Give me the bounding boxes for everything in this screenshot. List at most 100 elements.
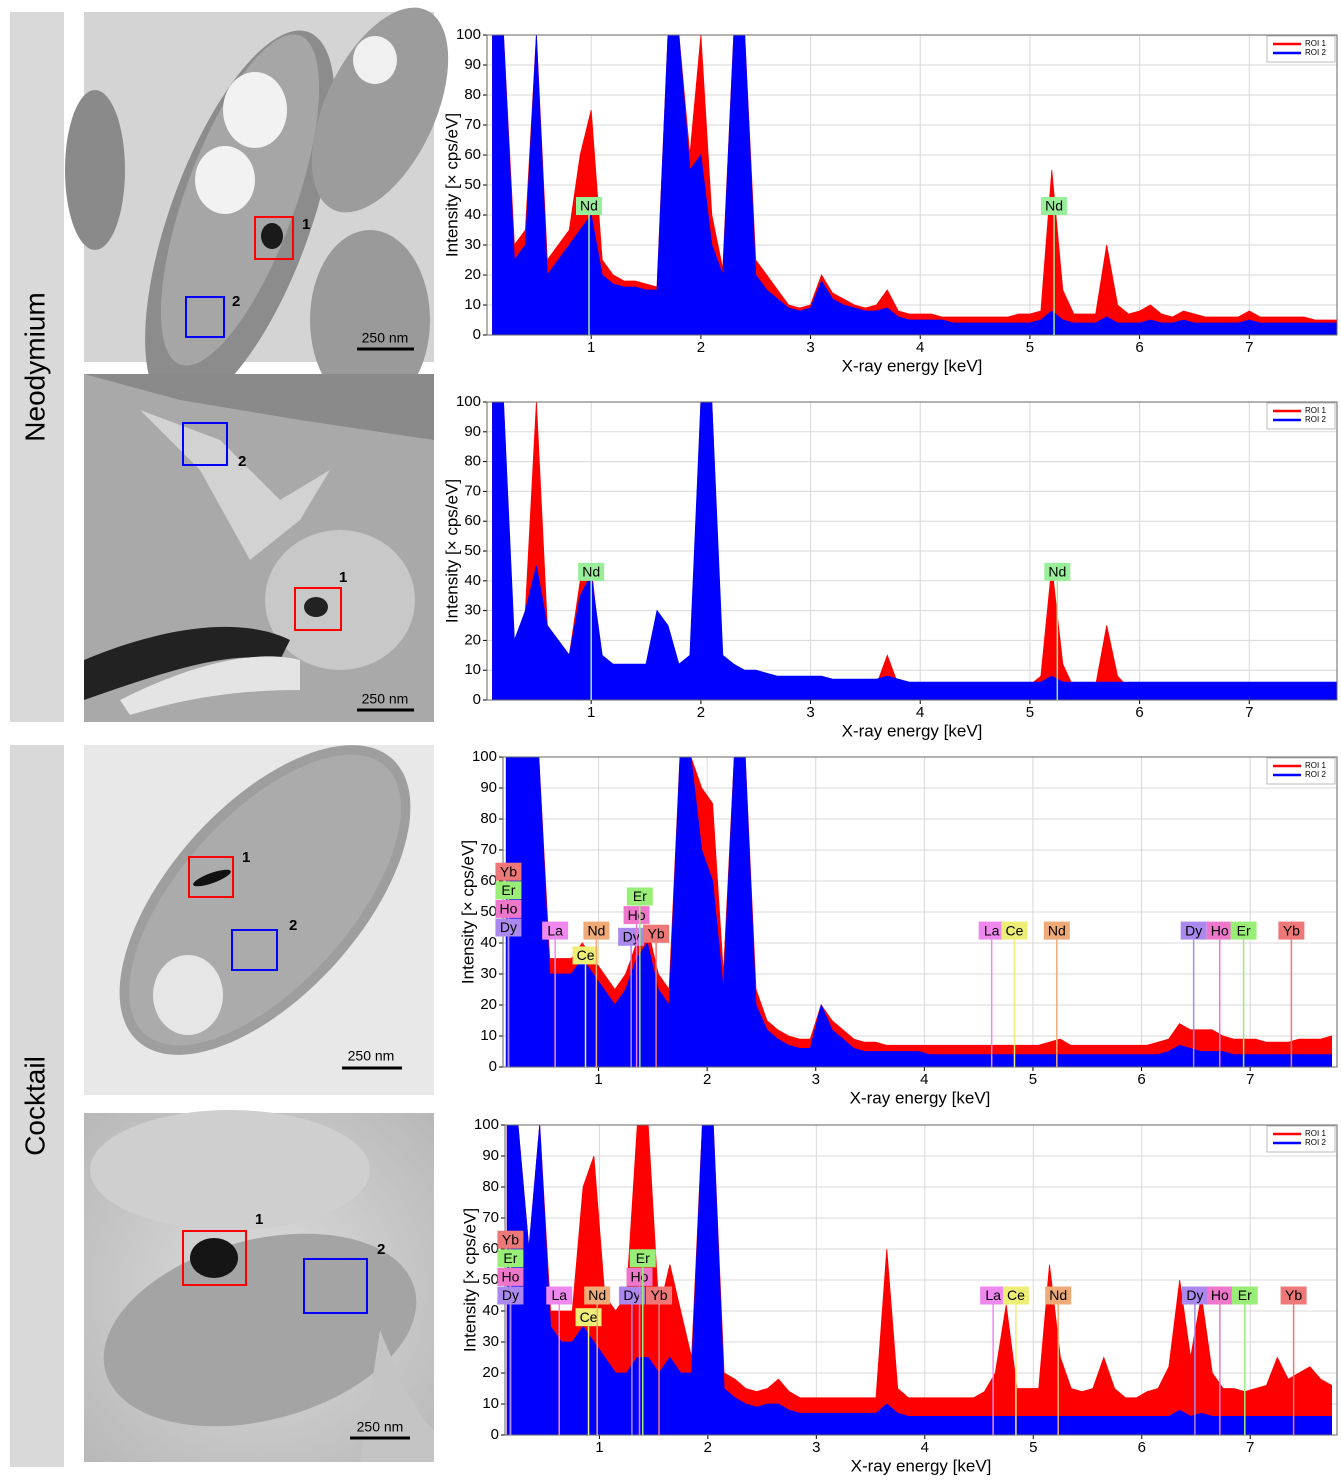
element-tag: [1206, 1286, 1233, 1305]
y-tick-label: 20: [480, 996, 497, 1013]
element-label: Er: [503, 1250, 517, 1266]
element-label: Ho: [1211, 1287, 1229, 1303]
y-axis-label: Intensity [× cps/eV]: [442, 113, 461, 257]
y-tick-label: 100: [456, 26, 481, 43]
roi-label: 1: [339, 569, 347, 586]
element-tag: [629, 1249, 656, 1268]
element-tag: [978, 921, 1005, 940]
micrograph: [84, 374, 434, 722]
x-tick-label: 7: [1246, 1439, 1254, 1456]
x-tick-label: 4: [916, 339, 924, 356]
legend-label: ROI 2: [1305, 48, 1326, 57]
x-tick-label: 1: [594, 1071, 602, 1088]
y-tick-label: 80: [480, 810, 497, 827]
x-tick-label: 7: [1245, 339, 1253, 356]
y-tick-label: 80: [464, 86, 481, 103]
element-label: Nd: [1049, 1287, 1067, 1303]
micrograph: [65, 7, 449, 410]
element-tag: [1044, 562, 1071, 581]
element-tag: [623, 906, 650, 925]
roi-label: 2: [377, 1241, 385, 1258]
element-tag: [495, 918, 522, 937]
element-tag: [1180, 921, 1207, 940]
element-label: Yb: [1285, 1287, 1302, 1303]
y-tick-label: 50: [482, 1271, 499, 1288]
element-label: Dy: [623, 1287, 640, 1303]
element-label: Er: [1238, 1287, 1252, 1303]
y-tick-label: 90: [480, 779, 497, 796]
x-tick-label: 3: [812, 1071, 820, 1088]
element-label: Ce: [577, 947, 595, 963]
y-tick-label: 20: [464, 631, 481, 648]
roi-label: 1: [255, 1211, 263, 1228]
spectrum-area: [492, 402, 1337, 700]
scale-bar-label: 250 nm: [362, 330, 409, 346]
y-tick-label: 90: [464, 56, 481, 73]
x-tick-label: 5: [1029, 1071, 1037, 1088]
y-tick-label: 10: [480, 1027, 497, 1044]
x-tick-label: 5: [1026, 704, 1034, 721]
y-tick-label: 20: [464, 266, 481, 283]
legend-box: [1266, 757, 1336, 785]
y-tick-label: 0: [473, 691, 481, 708]
micrograph: [84, 745, 434, 1095]
element-label: Er: [633, 888, 647, 904]
y-tick-label: 50: [464, 542, 481, 559]
element-tag: [618, 927, 645, 946]
y-tick-label: 100: [474, 1116, 499, 1133]
y-tick-label: 80: [482, 1178, 499, 1195]
legend-label: ROI 2: [1305, 1138, 1326, 1147]
chart: 0 10 20 30 40 50 60 70 80 90 100 1 2 3 4 5 6 7 X-ray energ…: [442, 26, 1338, 375]
element-tag: [495, 881, 522, 900]
x-tick-label: 6: [1135, 339, 1143, 356]
y-tick-label: 50: [464, 176, 481, 193]
element-label: Ho: [1211, 922, 1229, 938]
element-label: Ce: [1007, 1287, 1025, 1303]
element-label: Dy: [502, 1287, 519, 1303]
y-tick-label: 0: [473, 326, 481, 343]
element-tag: [578, 562, 605, 581]
element-label: Yb: [502, 1231, 519, 1247]
plot: [492, 35, 1337, 335]
legend-label: ROI 1: [1305, 39, 1326, 48]
legend-box: [1266, 402, 1336, 430]
element-label: Ho: [628, 907, 646, 923]
y-tick-label: 20: [482, 1364, 499, 1381]
x-tick-label: 6: [1135, 704, 1143, 721]
group-bar: [10, 12, 64, 722]
y-tick-label: 50: [480, 903, 497, 920]
x-tick-label: 1: [587, 704, 595, 721]
plot-frame: [486, 34, 1338, 336]
x-tick-label: 6: [1137, 1071, 1145, 1088]
element-tag: [583, 921, 610, 940]
element-label: Dy: [500, 919, 517, 935]
y-tick-label: 0: [489, 1058, 497, 1075]
element-tag: [626, 1267, 653, 1286]
element-tag: [575, 1308, 602, 1327]
element-label: Ho: [501, 1269, 519, 1285]
element-tag: [497, 1249, 524, 1268]
element-label: Dy: [1186, 1287, 1203, 1303]
roi-label: 1: [302, 216, 310, 233]
y-tick-label: 70: [480, 841, 497, 858]
element-tag: [1206, 921, 1233, 940]
x-tick-label: 4: [916, 704, 924, 721]
element-tag: [1231, 1286, 1258, 1305]
scale-bar-label: 250 nm: [357, 1419, 404, 1435]
element-label: Dy: [1185, 922, 1202, 938]
y-tick-label: 60: [480, 872, 497, 889]
x-tick-label: 2: [697, 339, 705, 356]
element-tag: [497, 1267, 524, 1286]
element-label: Er: [501, 882, 515, 898]
element-label: Yb: [650, 1287, 667, 1303]
y-tick-label: 80: [464, 453, 481, 470]
x-tick-label: 6: [1138, 1439, 1146, 1456]
element-tag: [497, 1230, 524, 1249]
legend-label: ROI 1: [1305, 761, 1326, 770]
element-label: Yb: [1283, 922, 1300, 938]
element-label: Er: [636, 1250, 650, 1266]
x-axis-label: X-ray energy [keV]: [842, 721, 983, 740]
element-label: Nd: [580, 198, 598, 214]
element-tag: [546, 1286, 573, 1305]
legend-label: ROI 2: [1305, 770, 1326, 779]
